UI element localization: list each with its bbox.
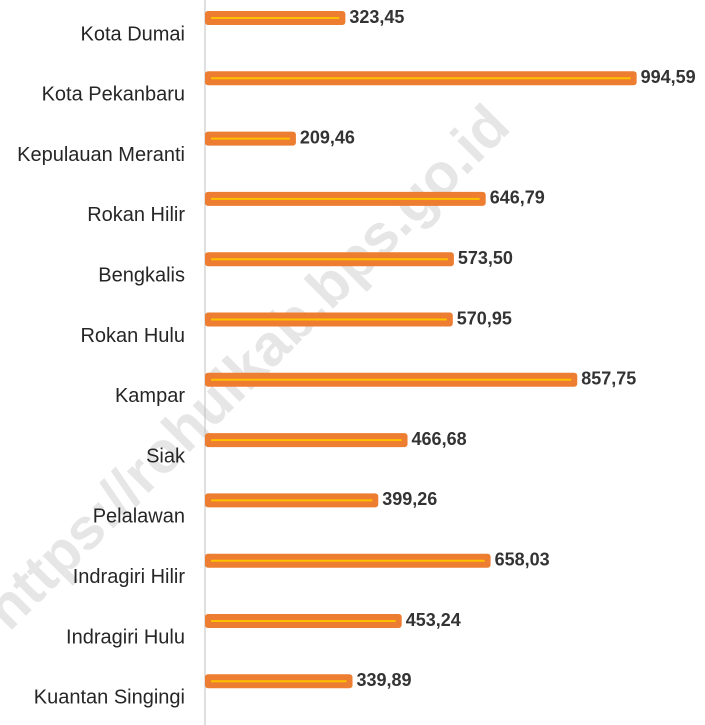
value-label: 209,46 [300, 127, 355, 147]
value-label: 857,75 [581, 369, 636, 389]
value-label: 573,50 [458, 248, 513, 268]
category-label: Rokan Hulu [80, 325, 185, 347]
value-label: 399,26 [382, 489, 437, 509]
category-label: Rokan Hilir [87, 204, 185, 226]
category-label: Bengkalis [98, 264, 185, 286]
category-label: Kota Dumai [81, 23, 186, 45]
value-label: 994,59 [641, 67, 696, 87]
category-label: Siak [146, 445, 186, 467]
value-label: 323,45 [349, 7, 404, 27]
category-label: Pelalawan [93, 506, 185, 528]
category-label: Indragiri Hulu [66, 626, 185, 648]
value-label: 658,03 [495, 549, 550, 569]
value-label: 466,68 [412, 429, 467, 449]
category-label: Kuantan Singingi [34, 687, 185, 709]
value-label: 646,79 [490, 188, 545, 208]
category-label: Kampar [115, 385, 185, 407]
value-label: 453,24 [406, 610, 461, 630]
value-label: 570,95 [457, 308, 512, 328]
value-label: 339,89 [357, 670, 412, 690]
category-label: Kota Pekanbaru [42, 84, 185, 106]
category-label: Indragiri Hilir [73, 566, 186, 588]
category-label: Kepulauan Meranti [17, 144, 185, 166]
